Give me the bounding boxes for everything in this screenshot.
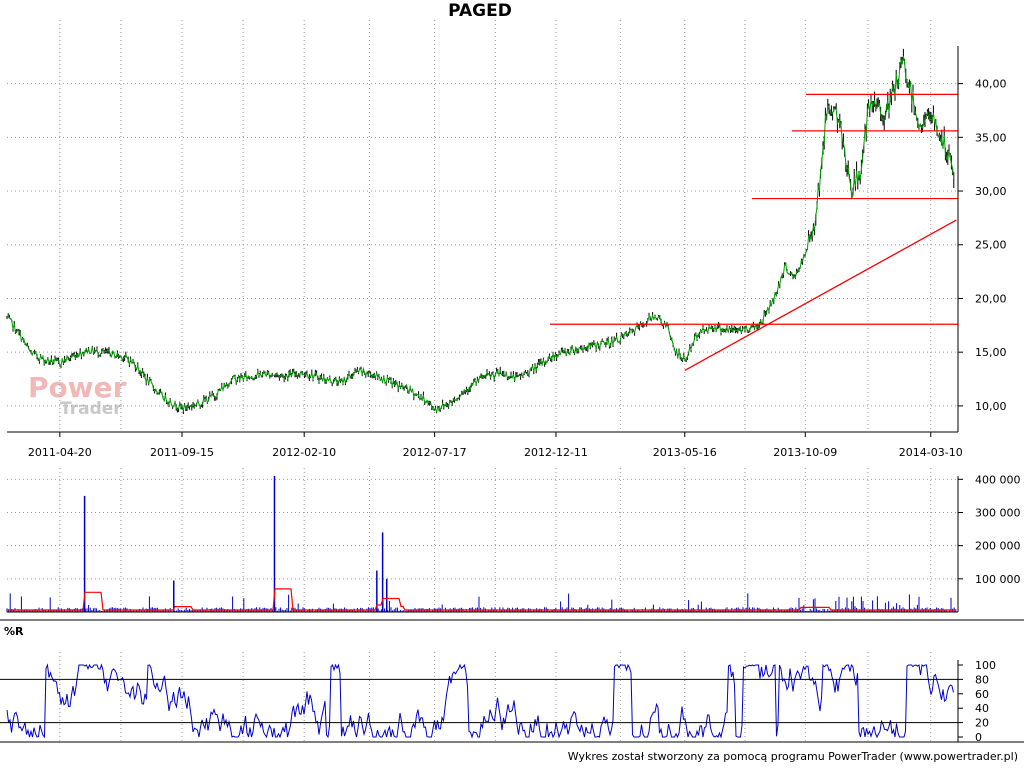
x-tick-label-5: 2013-05-16 — [653, 446, 717, 459]
chart-title: PAGED — [448, 1, 512, 21]
y-tick-label-6: 40,00 — [975, 78, 1007, 91]
wr-tick-label-0: 0 — [975, 731, 982, 744]
wr-tick-label-5: 100 — [975, 659, 996, 672]
wr-tick-label-4: 80 — [975, 673, 989, 686]
x-tick-label-7: 2014-03-10 — [899, 446, 963, 459]
volume-grid — [7, 468, 958, 612]
price-series — [6, 48, 955, 415]
volume-tick-label-2: 300 000 — [975, 506, 1021, 519]
volume-tick-label-3: 400 000 — [975, 473, 1021, 486]
y-tick-label-1: 15,00 — [975, 346, 1007, 359]
x-tick-label-1: 2011-09-15 — [150, 446, 214, 459]
wr-tick-label-2: 40 — [975, 702, 989, 715]
price-axes: 2011-04-20 2011-09-15 2012-02-10 2012-07-17… — [7, 46, 1007, 459]
volume-tick-label-0: 100 000 — [975, 573, 1021, 586]
x-tick-label-4: 2012-12-11 — [524, 446, 588, 459]
powertrader-watermark: Power Trader — [28, 371, 127, 419]
trendline — [684, 219, 957, 372]
y-tick-label-5: 35,00 — [975, 131, 1007, 144]
wr-tick-label-1: 20 — [975, 717, 989, 730]
x-tick-label-3: 2012-07-17 — [403, 446, 467, 459]
williams-series — [6, 663, 954, 739]
volume-average-line — [7, 588, 955, 611]
price-grid — [7, 20, 958, 432]
wr-tick-label-3: 60 — [975, 688, 989, 701]
y-tick-label-3: 25,00 — [975, 239, 1007, 252]
volume-axes: 100 000 200 000 300 000 400 000 — [0, 473, 1024, 621]
y-tick-label-4: 30,00 — [975, 185, 1007, 198]
volume-tick-label-1: 200 000 — [975, 540, 1021, 553]
x-tick-label-2: 2012-02-10 — [272, 446, 336, 459]
footer-credit: Wykres został stworzony za pomocą progra… — [567, 750, 1018, 763]
y-tick-label-2: 20,00 — [975, 292, 1007, 305]
williams-grid — [59, 652, 932, 742]
x-tick-label-0: 2011-04-20 — [28, 446, 92, 459]
watermark-power: Power — [28, 371, 127, 404]
williams-r-line — [6, 663, 954, 739]
price-support-lines — [550, 93, 958, 372]
price-line — [6, 56, 955, 414]
volume-bars — [6, 476, 957, 612]
x-tick-label-6: 2013-10-09 — [773, 446, 837, 459]
watermark-trader: Trader — [60, 399, 122, 419]
y-tick-label-0: 10,00 — [975, 400, 1007, 413]
williams-r-label: %R — [4, 625, 24, 638]
